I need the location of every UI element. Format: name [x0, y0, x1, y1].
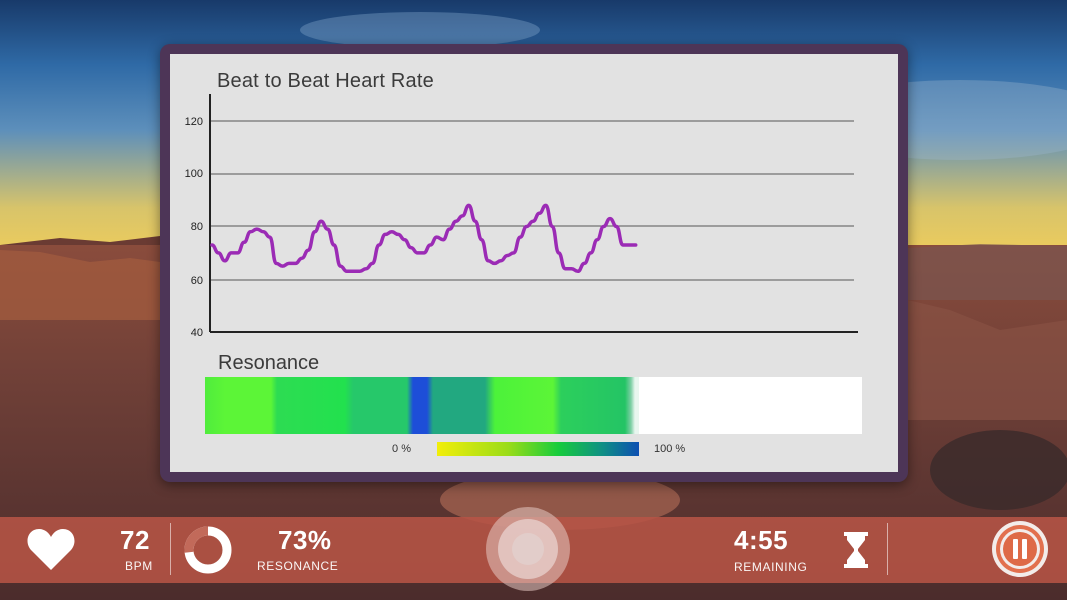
resonance-ring-icon [184, 526, 232, 574]
y-tick-100: 100 [185, 168, 203, 180]
resonance-legend: 0 % 100 % [170, 442, 898, 458]
y-tick-40: 40 [191, 327, 203, 339]
pause-button[interactable] [992, 521, 1048, 577]
bpm-label: BPM [125, 559, 153, 573]
heart-rate-panel: Beat to Beat Heart Rate 120 100 80 60 40… [160, 44, 908, 482]
legend-min-label: 0 % [392, 443, 411, 455]
heart-rate-line [210, 203, 638, 274]
legend-max-label: 100 % [654, 443, 686, 455]
heart-icon [27, 529, 75, 570]
bpm-value: 72 [120, 525, 150, 555]
center-breath-button[interactable] [486, 507, 570, 591]
resonance-bar [205, 377, 862, 434]
divider-right [887, 523, 888, 575]
y-tick-80: 80 [191, 221, 203, 233]
divider-left [170, 523, 171, 575]
legend-gradient [437, 442, 639, 456]
resonance-label: RESONANCE [257, 559, 339, 573]
chart-title: Beat to Beat Heart Rate [217, 70, 434, 92]
pause-icon [1003, 532, 1037, 566]
time-remaining-label: REMAINING [734, 560, 808, 574]
pause-bar-right [1022, 539, 1027, 559]
center-button-core [512, 533, 544, 565]
y-tick-60: 60 [191, 275, 203, 287]
time-remaining-value: 4:55 [734, 525, 789, 555]
y-tick-120: 120 [185, 116, 203, 128]
pause-bar-left [1013, 539, 1018, 559]
hourglass-icon [844, 532, 868, 568]
heart-rate-chart: 120 100 80 60 40 [185, 94, 858, 339]
resonance-history-fill [205, 377, 639, 434]
resonance-value: 73% [278, 525, 332, 555]
resonance-title: Resonance [218, 352, 320, 374]
panel-content: Beat to Beat Heart Rate 120 100 80 60 40… [170, 54, 898, 472]
